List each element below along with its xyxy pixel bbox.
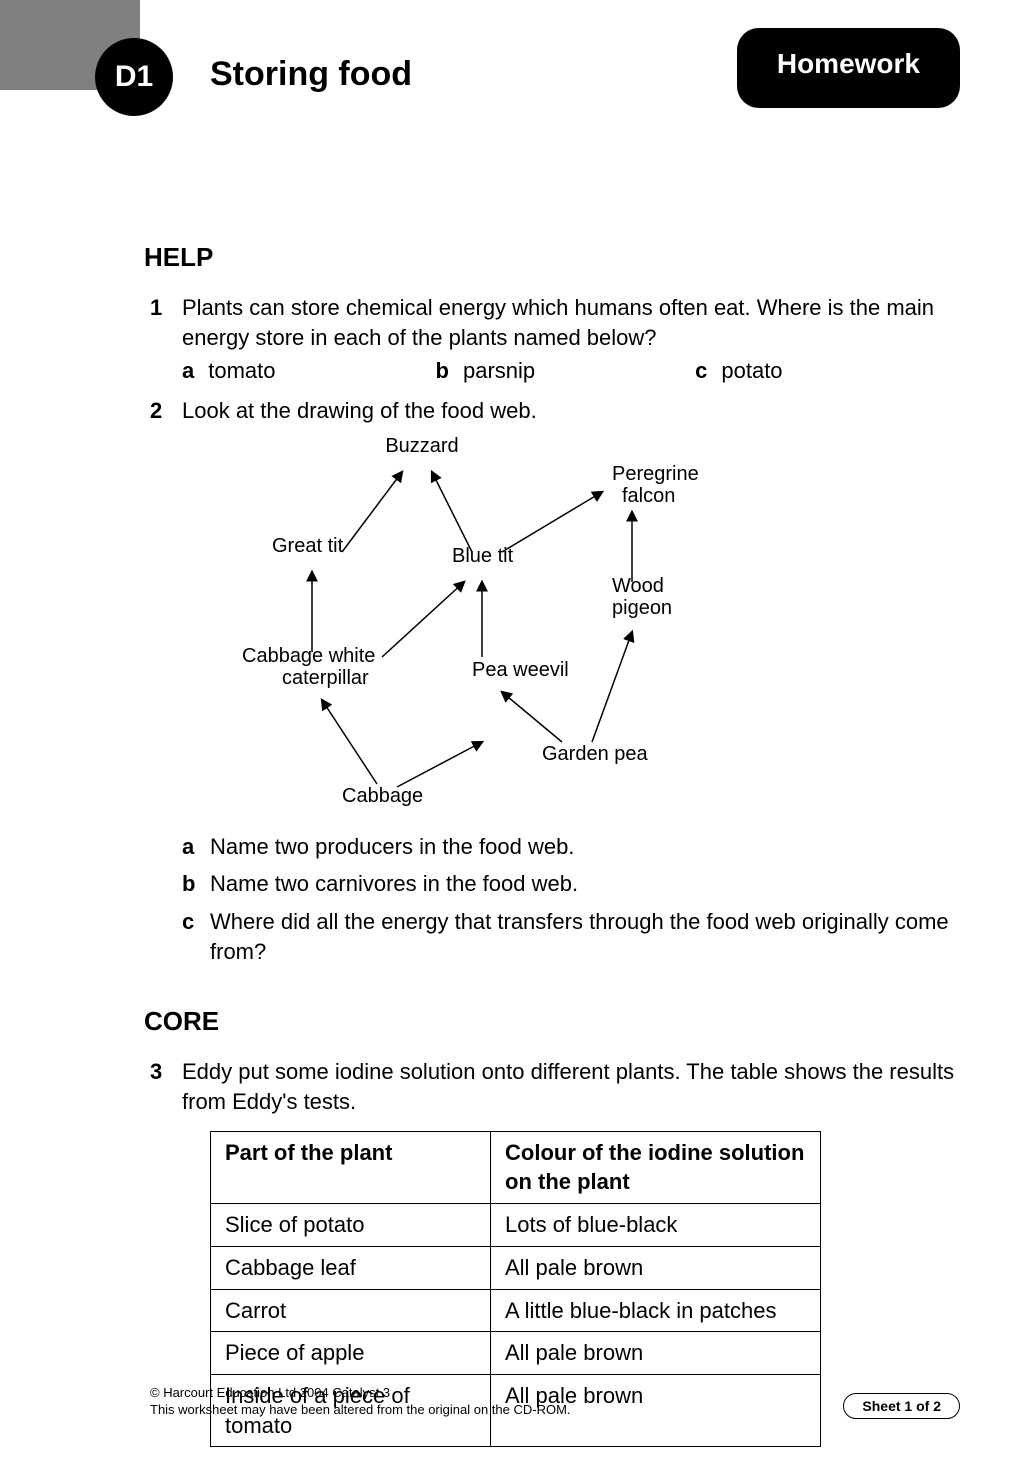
sub-text: Name two producers in the food web.	[210, 832, 574, 862]
question-1: 1 Plants can store chemical energy which…	[150, 293, 960, 386]
table-header-row: Part of the plant Colour of the iodine s…	[211, 1131, 821, 1203]
page-title: Storing food	[210, 55, 412, 94]
food-web-edge	[342, 472, 402, 552]
homework-pill: Homework	[737, 28, 960, 108]
table-row: CarrotA little blue-black in patches	[211, 1289, 821, 1332]
footer-copyright: © Harcourt Education Ltd 2004 Catalyst 3…	[150, 1385, 571, 1419]
section-help-heading: HELP	[144, 240, 960, 275]
option-text: parsnip	[463, 356, 535, 386]
option-text: potato	[721, 356, 782, 386]
header: D1 Storing food Homework	[0, 0, 1020, 90]
option-c: c potato	[695, 356, 782, 386]
table-cell: Piece of apple	[211, 1332, 491, 1375]
footer-line-1: © Harcourt Education Ltd 2004 Catalyst 3	[150, 1385, 571, 1402]
sub-text: Where did all the energy that transfers …	[210, 907, 960, 966]
table-cell: All pale brown	[491, 1246, 821, 1289]
food-web-edge	[502, 492, 602, 552]
option-letter: c	[695, 356, 707, 386]
header-triangle	[0, 0, 60, 90]
food-web-node-label: Pea weevil	[472, 659, 569, 681]
food-web-diagram: Buzzard Peregrinefalcon Great tit Blue tit W…	[202, 432, 732, 812]
table-header-cell: Colour of the iodine solution on the pla…	[491, 1131, 821, 1203]
option-b: b parsnip	[436, 356, 536, 386]
food-web-node-label: Wood	[612, 575, 664, 597]
food-web-node-label: Blue tit	[452, 545, 514, 567]
header-badge: D1	[0, 0, 200, 90]
sub-letter: b	[182, 869, 210, 899]
sub-question-b: b Name two carnivores in the food web.	[182, 869, 960, 899]
table-row: Cabbage leafAll pale brown	[211, 1246, 821, 1289]
table-cell: Lots of blue-black	[491, 1204, 821, 1247]
sub-letter: a	[182, 832, 210, 862]
table-cell: Cabbage leaf	[211, 1246, 491, 1289]
food-web-edge	[502, 692, 562, 742]
content: HELP 1 Plants can store chemical energy …	[150, 240, 960, 1447]
table-row: Piece of appleAll pale brown	[211, 1332, 821, 1375]
question-number: 2	[150, 396, 182, 974]
section-core-heading: CORE	[144, 1004, 960, 1039]
option-letter: a	[182, 356, 194, 386]
option-letter: b	[436, 356, 449, 386]
table-header-cell: Part of the plant	[211, 1131, 491, 1203]
table-row: Slice of potatoLots of blue-black	[211, 1204, 821, 1247]
question-text: Eddy put some iodine solution onto diffe…	[182, 1057, 960, 1116]
question-text: Plants can store chemical energy which h…	[182, 293, 960, 352]
question-body: Plants can store chemical energy which h…	[182, 293, 960, 386]
question-text: Look at the drawing of the food web.	[182, 396, 960, 426]
table-cell: Carrot	[211, 1289, 491, 1332]
badge-circle: D1	[95, 38, 173, 116]
food-web-edge	[432, 472, 472, 552]
question-number: 1	[150, 293, 182, 386]
food-web-node-label: Peregrine	[612, 463, 699, 485]
sub-question-a: a Name two producers in the food web.	[182, 832, 960, 862]
table-cell: Slice of potato	[211, 1204, 491, 1247]
sub-letter: c	[182, 907, 210, 966]
food-web-node-label: Garden pea	[542, 743, 649, 765]
food-web-node-label: caterpillar	[282, 667, 369, 689]
question-body: Look at the drawing of the food web. Buz…	[182, 396, 960, 974]
question-2: 2 Look at the drawing of the food web. B…	[150, 396, 960, 974]
food-web-node-label: Great tit	[272, 535, 344, 557]
table-cell: All pale brown	[491, 1332, 821, 1375]
table-cell: A little blue-black in patches	[491, 1289, 821, 1332]
food-web-node-label: falcon	[622, 485, 675, 507]
sheet-indicator: Sheet 1 of 2	[843, 1393, 960, 1419]
food-web-node-label: Cabbage	[342, 785, 423, 807]
food-web-edge	[382, 582, 464, 657]
food-web-edge	[322, 700, 377, 784]
food-web-edge	[592, 632, 632, 742]
food-web-node-label: Buzzard	[385, 435, 458, 457]
sub-text: Name two carnivores in the food web.	[210, 869, 578, 899]
food-web-edge	[397, 742, 482, 787]
footer-line-2: This worksheet may have been altered fro…	[150, 1402, 571, 1419]
food-web-node-label: pigeon	[612, 597, 672, 619]
option-text: tomato	[208, 356, 275, 386]
footer: © Harcourt Education Ltd 2004 Catalyst 3…	[150, 1385, 960, 1419]
sub-question-c: c Where did all the energy that transfer…	[182, 907, 960, 966]
food-web-node-label: Cabbage white	[242, 645, 375, 667]
question-options: a tomato b parsnip c potato	[182, 356, 960, 386]
option-a: a tomato	[182, 356, 276, 386]
